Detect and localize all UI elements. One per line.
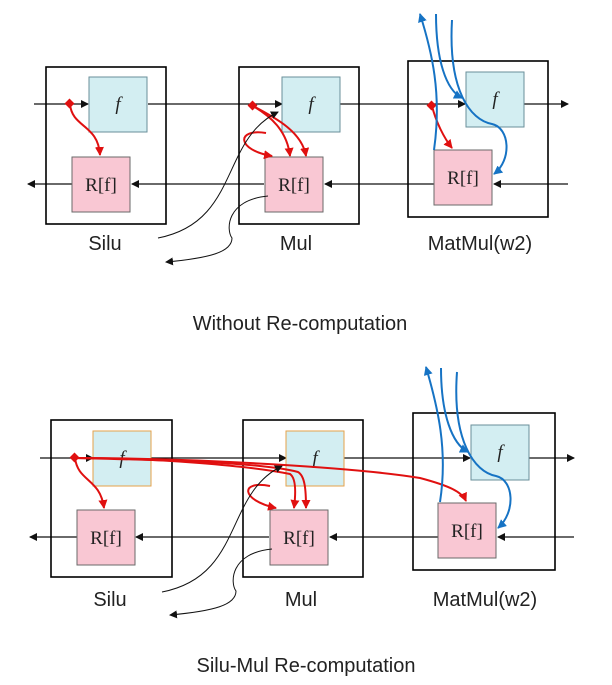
top-mul-f-box xyxy=(281,76,341,133)
bottom-silu-r-box xyxy=(76,509,136,566)
bottom-caption: Silu-Mul Re-computation xyxy=(197,655,416,677)
bottom-blue-memory-arrows xyxy=(423,366,512,529)
bottom-mul-r-label: R[f] xyxy=(283,528,315,549)
top-silu-r-label: R[f] xyxy=(85,175,117,196)
top-blue-memory-arrows xyxy=(418,13,508,175)
top-silu-r-box xyxy=(71,156,131,213)
top-silu-f-label: f xyxy=(115,94,123,115)
bottom-red-dependency-arrows xyxy=(74,457,467,511)
bottom-matmul-op-box xyxy=(412,412,556,571)
bottom-thin-curves xyxy=(161,465,283,619)
top-mul-op-box xyxy=(238,66,360,225)
top-silu-f-box xyxy=(88,76,148,133)
bottom-matmul-r-label: R[f] xyxy=(451,521,483,542)
top-mul-f-label: f xyxy=(308,94,316,115)
top-thin-curves xyxy=(157,111,279,266)
bottom-silu-op-box xyxy=(50,419,173,578)
bottom-diagram: f f f R[f] R[f] R[f] xyxy=(29,366,575,677)
bottom-matmul-f-box xyxy=(470,424,530,481)
bottom-mul-f-label: f xyxy=(312,448,320,469)
bottom-matmul-label: MatMul(w2) xyxy=(433,589,537,611)
top-matmul-r-label: R[f] xyxy=(447,168,479,189)
top-silu-op-box xyxy=(45,66,167,225)
top-mul-r-box xyxy=(264,156,324,213)
top-red-dependency-arrows xyxy=(69,103,453,160)
top-diagram: f f f R[f] R[f] R[f] xyxy=(27,13,569,335)
top-matmul-f-box xyxy=(465,71,525,128)
top-matmul-op-box xyxy=(407,60,549,218)
top-mul-r-label: R[f] xyxy=(278,175,310,196)
top-caption: Without Re-computation xyxy=(193,313,408,335)
bottom-matmul-r-box xyxy=(437,502,497,559)
bottom-mul-f-box xyxy=(285,430,345,487)
top-matmul-r-box xyxy=(433,149,493,206)
bottom-red-dots xyxy=(69,452,80,463)
bottom-mul-r-box xyxy=(269,509,329,566)
bottom-silu-r-label: R[f] xyxy=(90,528,122,549)
bottom-mul-label: Mul xyxy=(285,589,317,611)
bottom-silu-label: Silu xyxy=(93,589,126,611)
bottom-matmul-f-label: f xyxy=(497,442,505,463)
top-matmul-f-label: f xyxy=(492,89,500,110)
bottom-mul-op-box xyxy=(242,419,364,578)
top-matmul-label: MatMul(w2) xyxy=(428,233,532,255)
top-mul-label: Mul xyxy=(280,233,312,255)
top-silu-label: Silu xyxy=(88,233,121,255)
